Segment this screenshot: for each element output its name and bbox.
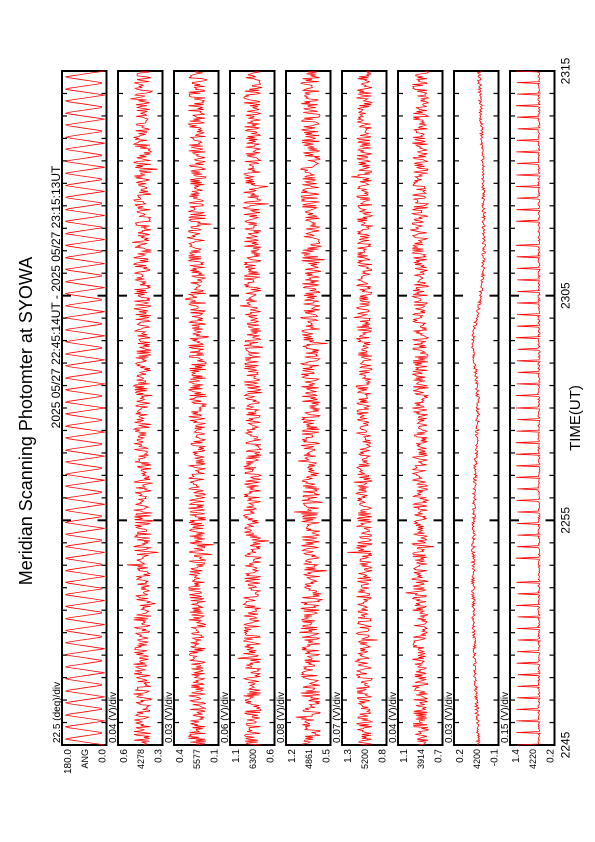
y-top-label: 0.4 <box>175 749 186 763</box>
panel-ticks <box>62 70 107 746</box>
channel-label: 4278 <box>136 749 146 769</box>
series-line-5200 <box>347 70 378 746</box>
y-top-label: 1.2 <box>287 749 298 763</box>
channel-label: ANG <box>80 749 90 769</box>
channel-label: 5200 <box>360 749 370 769</box>
y-bottom-label: 0.1 <box>210 749 221 763</box>
scale-label: 0.07 (V)/div <box>332 692 343 743</box>
channel-label: 4861 <box>304 749 314 769</box>
y-bottom-label: 0.6 <box>266 749 277 763</box>
panel-frame <box>61 70 108 746</box>
x-tick-label: 2305 <box>559 282 573 309</box>
scale-label: 0.04 (V)/div <box>108 692 119 743</box>
x-tick-labels: 2245 2255 2305 2315 <box>559 57 573 758</box>
y-bottom-label: 0.3 <box>154 749 165 763</box>
panel-ticks <box>286 70 331 746</box>
scale-label: 0.03 (V)/div <box>164 692 175 743</box>
panel-frame <box>285 70 332 746</box>
scale-label: 0.15 (V)/div <box>500 692 511 743</box>
series-line-3914 <box>405 70 434 746</box>
x-axis-label: TIME(UT) <box>567 385 584 451</box>
panel-ticks <box>118 70 163 746</box>
time-range-label: 2025 05/27 22:45:14UT - 2025 05/27 23:15… <box>49 165 63 428</box>
channel-label: 4200 <box>472 749 482 769</box>
x-tick-label: 2255 <box>559 507 573 534</box>
series-line-4200 <box>470 70 487 746</box>
series-line-5577 <box>184 70 214 746</box>
scale-label: 0.08 (V)/div <box>276 692 287 743</box>
scale-label: 0.04 (V)/div <box>388 692 399 743</box>
series-line-4220 <box>515 70 542 746</box>
x-tick-label: 2245 <box>559 731 573 758</box>
panel-frame <box>229 70 276 746</box>
scale-label: 0.06 (V)/div <box>220 692 231 743</box>
y-top-label: 1.1 <box>399 749 410 763</box>
y-top-label: 180.0 <box>63 749 74 774</box>
channel-label: 3914 <box>416 749 426 769</box>
y-bottom-label: 0.2 <box>546 749 557 763</box>
chart-title: Meridian Scanning Photomter at SYOWA <box>16 257 36 585</box>
panel-ticks <box>454 70 499 746</box>
y-bottom-label: -0.1 <box>490 749 501 767</box>
series-line-4861 <box>293 70 328 746</box>
y-top-label: 0.2 <box>455 749 466 763</box>
scale-label: 22.5 (deg)/div <box>52 682 63 743</box>
x-tick-label: 2315 <box>559 57 573 84</box>
y-bottom-label: 0.5 <box>322 749 333 763</box>
y-bottom-label: 0.0 <box>98 749 109 763</box>
panel-ticks <box>174 70 219 746</box>
y-top-label: 1.4 <box>511 749 522 763</box>
y-top-label: 0.6 <box>119 749 130 763</box>
panel-frame <box>397 70 444 746</box>
series-line-4278 <box>126 70 159 746</box>
channel-label: 4220 <box>528 749 538 769</box>
channel-label: 5577 <box>192 749 202 769</box>
channel-label: 6300 <box>248 749 258 769</box>
y-top-label: 1.3 <box>343 749 354 763</box>
panel-ticks <box>342 70 387 746</box>
y-top-label: 1.1 <box>231 749 242 763</box>
series-line-6300 <box>237 70 270 746</box>
series-line-ANG <box>65 70 105 746</box>
scale-label: 0.03 (V)/div <box>444 692 455 743</box>
panel-ticks <box>398 70 443 746</box>
y-bottom-label: 0.7 <box>434 749 445 763</box>
panel-ticks <box>230 70 275 746</box>
y-bottom-label: 0.8 <box>378 749 389 763</box>
